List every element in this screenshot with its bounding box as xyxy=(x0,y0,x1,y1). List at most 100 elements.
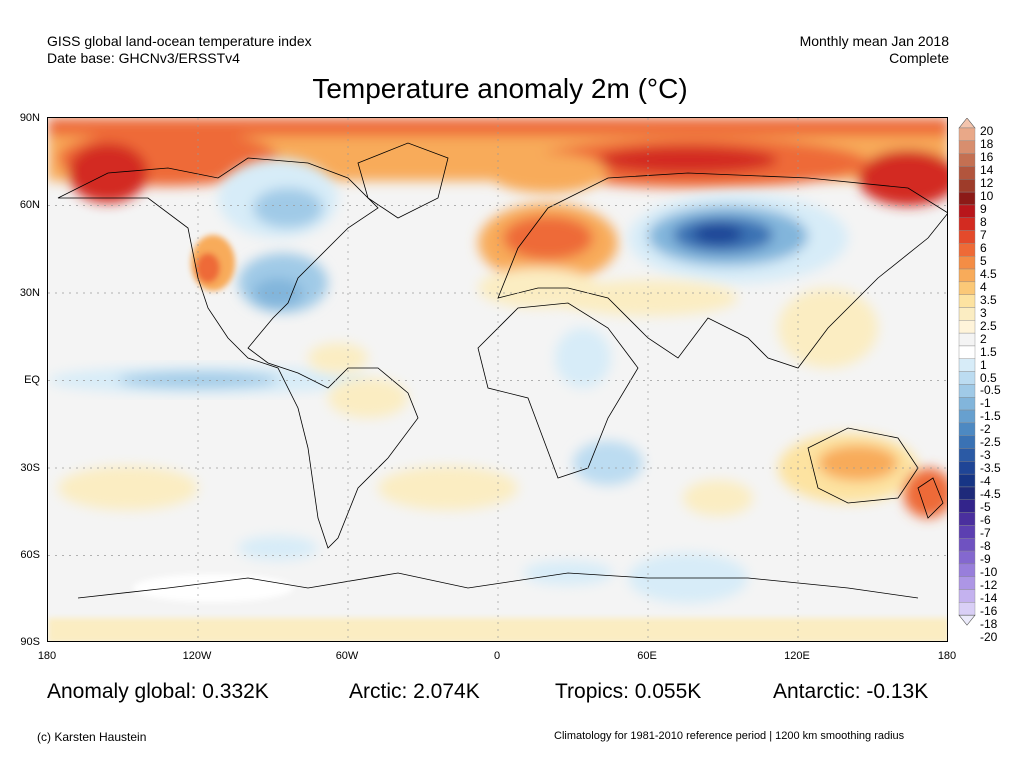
stat-arctic: Arctic: 2.074K xyxy=(349,680,480,703)
colorbar-label: 12 xyxy=(980,175,994,190)
temperature-anomaly-map xyxy=(47,117,948,642)
colorbar-label: -0.5 xyxy=(980,383,1001,398)
colorbar-swatch xyxy=(958,358,976,372)
colorbar-label: -4.5 xyxy=(980,487,1001,502)
colorbar-label: -2 xyxy=(980,422,991,437)
lon-label-180w: 180 xyxy=(37,650,57,662)
lat-label-30n: 30N xyxy=(19,287,40,299)
lon-label-60e: 60E xyxy=(637,650,657,662)
colorbar-label: -5 xyxy=(980,500,991,515)
lat-label-90s: 90S xyxy=(20,636,40,648)
colorbar-label: 7 xyxy=(980,227,987,242)
colorbar-label: -7 xyxy=(980,526,991,541)
colorbar-label: 8 xyxy=(980,214,987,229)
colorbar-bottom-arrow xyxy=(958,614,976,626)
colorbar-swatch xyxy=(958,153,976,167)
footer-note: Climatology for 1981-2010 reference peri… xyxy=(554,730,905,742)
lon-label-120e: 120E xyxy=(784,650,810,662)
colorbar-swatch xyxy=(958,204,976,218)
anomaly-field-svg xyxy=(48,118,947,641)
colorbar-swatch xyxy=(958,448,976,462)
colorbar-label: 0.5 xyxy=(980,370,997,385)
lon-label-180e: 180 xyxy=(937,650,957,662)
stat-global: Anomaly global: 0.332K xyxy=(47,680,269,703)
colorbar-label: 14 xyxy=(980,162,994,177)
colorbar-label: -18 xyxy=(980,617,998,632)
colorbar-label: 2 xyxy=(980,331,987,346)
colorbar-swatch xyxy=(958,384,976,398)
header-left-line2: Date base: GHCNv3/ERSSTv4 xyxy=(47,50,240,66)
colorbar-label: -9 xyxy=(980,552,991,567)
eastern-us-cool xyxy=(238,253,328,313)
map-title: Temperature anomaly 2m (°C) xyxy=(312,73,688,104)
colorbar-swatch xyxy=(958,473,976,488)
colorbar-label: 9 xyxy=(980,201,987,216)
colorbar-swatch xyxy=(958,127,976,142)
colorbar-swatch xyxy=(958,179,976,193)
graticule xyxy=(48,118,947,641)
arctic-warm-band xyxy=(48,118,947,206)
colorbar-label: -3 xyxy=(980,448,991,463)
colorbar-label: 16 xyxy=(980,149,994,164)
colorbar-swatch xyxy=(958,499,976,513)
colorbar-label: -8 xyxy=(980,539,991,554)
lon-label-120w: 120W xyxy=(182,650,212,662)
africa-cool xyxy=(555,328,643,485)
colorbar-swatch xyxy=(958,268,976,283)
colorbar-swatch xyxy=(958,602,976,616)
canada-cool-region xyxy=(218,158,338,238)
colorbar-label: -20 xyxy=(980,630,998,644)
colorbar-swatch xyxy=(958,512,976,526)
colorbar-label: -2.5 xyxy=(980,435,1001,450)
colorbar-swatch xyxy=(958,371,976,385)
lat-label-eq: EQ xyxy=(24,374,40,386)
colorbar-label: 18 xyxy=(980,136,994,151)
colorbar-label: -10 xyxy=(980,565,998,580)
colorbar-swatch xyxy=(958,294,976,308)
colorbar-swatch xyxy=(958,576,976,590)
colorbar-label: 3.5 xyxy=(980,292,997,307)
colorbar-swatch xyxy=(958,461,976,475)
colorbar-swatch xyxy=(958,332,976,347)
colorbar-label: 6 xyxy=(980,240,987,255)
europe-warm xyxy=(478,203,618,308)
colorbar-swatch xyxy=(958,486,976,500)
lat-label-60s: 60S xyxy=(20,549,40,561)
colorbar-swatch xyxy=(958,166,976,180)
colorbar-swatch xyxy=(958,217,976,231)
pacific-cool-band xyxy=(48,366,368,394)
colorbar-label: 4.5 xyxy=(980,266,997,281)
colorbar-swatch xyxy=(958,320,976,334)
colorbar-label: -14 xyxy=(980,591,998,606)
footer-credit: (c) Karsten Haustein xyxy=(37,730,147,744)
colorbar-swatch xyxy=(958,435,976,449)
lat-label-90n: 90N xyxy=(19,112,40,124)
header-right-line2: Complete xyxy=(889,50,949,66)
header-left-line1: GISS global land-ocean temperature index xyxy=(47,33,312,49)
colorbar-swatch xyxy=(958,563,976,577)
colorbar xyxy=(958,118,976,626)
colorbar-label: -4 xyxy=(980,474,991,489)
colorbar-top-arrow xyxy=(958,118,976,129)
western-us-warm xyxy=(191,235,235,291)
colorbar-label: -1.5 xyxy=(980,409,1001,424)
colorbar-label: 1.5 xyxy=(980,344,997,359)
colorbar-label: -3.5 xyxy=(980,461,1001,476)
colorbar-label: 3 xyxy=(980,305,987,320)
colorbar-label: -1 xyxy=(980,396,991,411)
stat-tropics: Tropics: 0.055K xyxy=(555,680,702,703)
colorbar-swatch xyxy=(958,538,976,552)
lon-label-60w: 60W xyxy=(335,650,359,662)
colorbar-swatch xyxy=(958,525,976,539)
colorbar-label: 2.5 xyxy=(980,318,997,333)
colorbar-swatch xyxy=(958,256,976,270)
colorbar-swatch xyxy=(958,550,976,565)
colorbar-label: -16 xyxy=(980,604,998,619)
colorbar-swatch xyxy=(958,230,976,244)
colorbar-swatch xyxy=(958,191,976,206)
colorbar-label: 5 xyxy=(980,253,987,268)
lat-label-30s: 30S xyxy=(20,462,40,474)
colorbar-swatch xyxy=(958,243,976,257)
colorbar-swatch xyxy=(958,307,976,321)
header-right-line1: Monthly mean Jan 2018 xyxy=(799,33,949,49)
